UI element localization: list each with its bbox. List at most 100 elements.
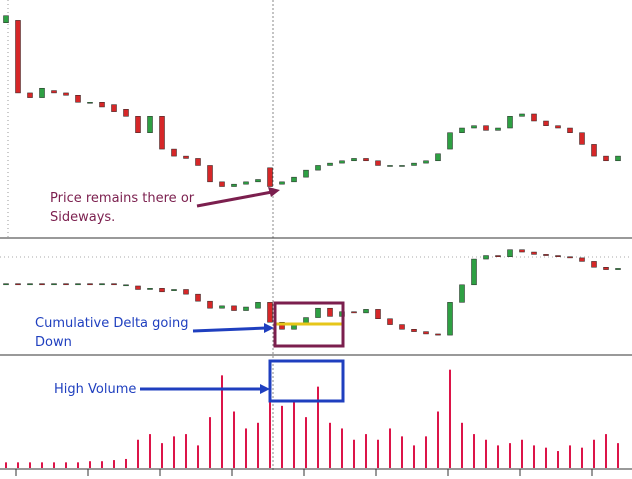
- candle: [267, 302, 273, 323]
- candle: [591, 261, 597, 268]
- candle: [123, 284, 129, 287]
- candle: [63, 283, 69, 286]
- candle: [579, 257, 585, 262]
- candle: [207, 300, 213, 309]
- candle: [615, 155, 621, 162]
- candle: [363, 309, 369, 314]
- candle: [159, 116, 165, 150]
- candle: [471, 258, 477, 286]
- volume-bar: [185, 434, 187, 468]
- candle: [195, 293, 201, 302]
- candle: [15, 283, 21, 286]
- candle: [27, 283, 33, 286]
- candle: [531, 251, 537, 255]
- candle: [87, 283, 93, 286]
- volume-bar: [41, 462, 43, 468]
- arrow-head: [268, 187, 280, 197]
- candle: [183, 289, 189, 295]
- volume-bar: [137, 439, 139, 468]
- candle: [447, 302, 453, 336]
- candle: [243, 306, 249, 311]
- candle: [435, 333, 441, 336]
- candle: [447, 132, 453, 150]
- candle: [111, 283, 117, 286]
- candle: [423, 331, 429, 335]
- highlight-box: [268, 359, 345, 403]
- candle: [567, 127, 573, 133]
- volume-bar: [473, 434, 475, 468]
- volume-bar: [353, 439, 355, 468]
- volume-bar: [449, 369, 451, 468]
- candle: [339, 160, 345, 164]
- candle: [351, 158, 357, 162]
- volume-bar: [329, 422, 331, 468]
- candle: [435, 153, 441, 162]
- volume-bar: [257, 422, 259, 468]
- candle: [495, 255, 501, 257]
- volume-bar: [401, 436, 403, 468]
- volume-bar: [461, 422, 463, 468]
- candle: [303, 169, 309, 178]
- candle: [531, 113, 537, 122]
- volume-bar: [53, 462, 55, 468]
- candle: [459, 127, 465, 133]
- candle: [219, 305, 225, 309]
- candle: [267, 167, 273, 187]
- candle: [507, 249, 513, 257]
- volume-bar: [293, 400, 295, 468]
- candle: [519, 113, 525, 117]
- candle: [171, 148, 177, 157]
- volume-bar: [581, 447, 583, 468]
- candle: [423, 160, 429, 164]
- candle: [39, 283, 45, 286]
- volume-bar: [101, 461, 103, 468]
- candle: [231, 183, 237, 187]
- volume-bar: [281, 405, 283, 468]
- candle: [411, 162, 417, 166]
- candle: [51, 90, 57, 94]
- annotation: Cumulative Delta going: [35, 316, 188, 331]
- candle: [495, 127, 501, 131]
- candle: [387, 165, 393, 167]
- candle: [135, 116, 141, 133]
- volume-bar: [77, 462, 79, 468]
- volume-bar: [425, 436, 427, 468]
- candle: [123, 109, 129, 117]
- volume-bar: [113, 460, 115, 468]
- candle: [387, 318, 393, 325]
- candle: [111, 104, 117, 112]
- annotation: High Volume: [54, 382, 136, 397]
- candle: [99, 283, 105, 286]
- volume-bar: [389, 428, 391, 468]
- volume-bar: [365, 434, 367, 468]
- candle: [75, 95, 81, 103]
- volume-bar: [5, 462, 7, 468]
- candle: [615, 268, 621, 270]
- candle: [135, 285, 141, 290]
- candle: [279, 321, 285, 330]
- candle: [375, 160, 381, 166]
- volume-bar: [269, 361, 271, 468]
- candle: [63, 92, 69, 96]
- volume-bar: [341, 428, 343, 468]
- candle: [219, 181, 225, 187]
- volume-bar: [509, 443, 511, 468]
- candle: [159, 288, 165, 293]
- marks: [3, 15, 621, 476]
- candle: [459, 284, 465, 303]
- candle: [351, 311, 357, 314]
- candle: [255, 302, 261, 309]
- volume-bar: [617, 443, 619, 468]
- candle: [315, 307, 321, 318]
- annotations: Price remains there or Sideways. Cumulat…: [35, 187, 345, 403]
- volume-bar: [161, 443, 163, 468]
- candle: [39, 87, 45, 98]
- candle: [183, 155, 189, 159]
- candle: [555, 125, 561, 129]
- candle: [327, 307, 333, 317]
- candle: [327, 162, 333, 166]
- arrow: [192, 326, 267, 333]
- annotation: Sideways.: [50, 210, 115, 225]
- volume-bar: [521, 439, 523, 468]
- candle: [147, 288, 153, 290]
